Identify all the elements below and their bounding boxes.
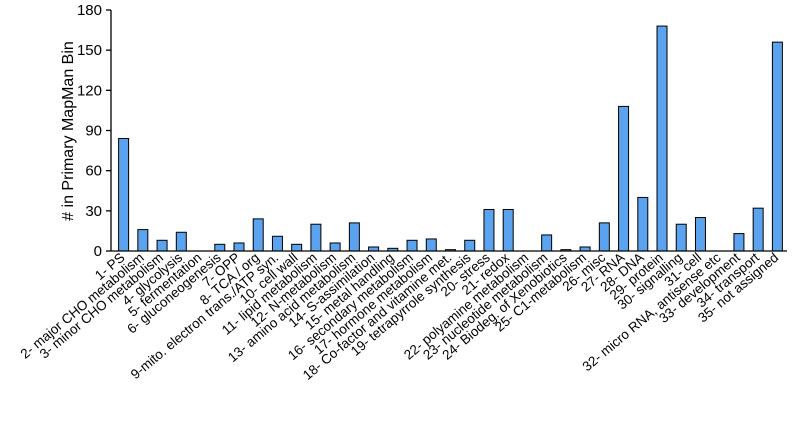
bar — [118, 138, 130, 252]
bar — [291, 243, 303, 252]
bar — [310, 223, 322, 252]
y-axis: 0 30 60 90 120 150 180 — [77, 2, 112, 260]
bar — [541, 234, 553, 252]
bar — [425, 238, 437, 252]
bar — [252, 218, 264, 252]
bar — [502, 208, 514, 252]
bar — [618, 105, 630, 252]
bar — [598, 222, 610, 252]
y-axis-title: # in Primary MapMan Bin — [60, 41, 77, 221]
bar — [675, 223, 687, 252]
y-tick-label: 60 — [85, 163, 102, 180]
bar — [406, 239, 418, 252]
y-tick-label: 30 — [85, 203, 102, 220]
bar — [175, 231, 187, 252]
bar — [348, 222, 360, 252]
y-tick-label: 90 — [85, 123, 102, 140]
bar — [214, 243, 226, 252]
bar — [464, 239, 476, 252]
bar — [752, 207, 764, 252]
bar — [271, 235, 283, 252]
bars — [118, 25, 783, 252]
bar — [771, 41, 783, 252]
y-tick-label: 0 — [94, 243, 102, 260]
bar — [694, 217, 706, 252]
bar — [329, 242, 341, 252]
bar — [137, 229, 149, 252]
y-tick-label: 150 — [77, 42, 102, 59]
bar — [656, 25, 668, 252]
bar — [233, 242, 245, 252]
y-tick-label: 120 — [77, 82, 102, 99]
bar — [637, 196, 649, 252]
bar — [733, 233, 745, 252]
bar — [483, 208, 495, 252]
bar — [156, 239, 168, 252]
y-tick-label: 180 — [77, 2, 102, 19]
